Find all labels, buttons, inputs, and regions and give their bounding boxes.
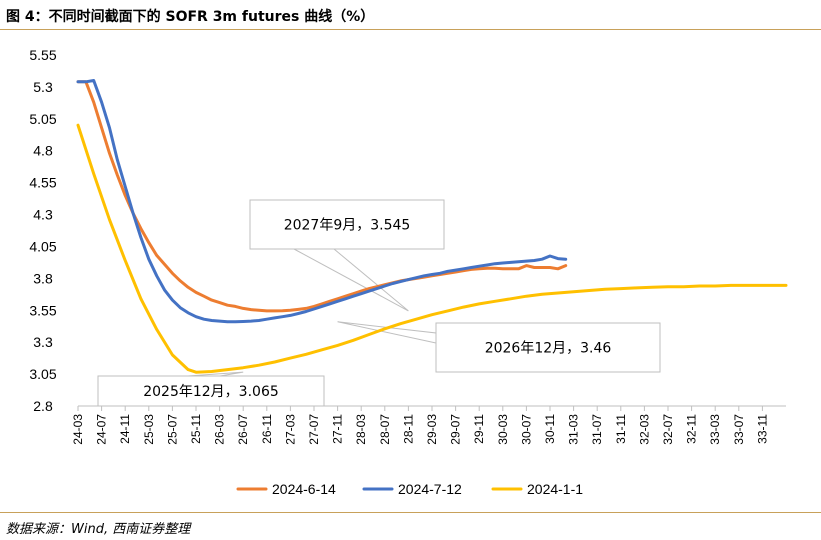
x-tick-label: 25-07 [165, 414, 179, 445]
x-tick-label: 27-07 [307, 414, 321, 445]
x-tick-label: 26-11 [260, 414, 274, 444]
x-tick-label: 31-03 [567, 414, 581, 445]
y-tick-label: 3.55 [29, 302, 56, 318]
x-tick-label: 24-03 [71, 414, 85, 445]
y-tick-label: 2.8 [33, 398, 53, 414]
x-tick-label: 28-03 [354, 414, 368, 445]
bottom-rule [0, 512, 821, 513]
callout-leader [293, 248, 409, 312]
x-tick-label: 27-11 [331, 414, 345, 444]
x-tick-label: 32-11 [685, 414, 699, 444]
x-tick-label: 26-03 [213, 414, 227, 445]
callout-box [249, 199, 445, 250]
y-tick-label: 5.3 [33, 79, 53, 95]
x-tick-label: 29-11 [472, 414, 486, 444]
x-tick-label: 25-11 [189, 414, 203, 444]
x-tick-label: 32-07 [661, 414, 675, 445]
x-tick-label: 31-07 [590, 414, 604, 445]
x-tick-label: 28-11 [401, 414, 415, 444]
callout-text: 2027年9月，3.545 [284, 218, 411, 234]
source-note: 数据来源：Wind, 西南证券整理 [6, 522, 191, 537]
x-tick-label: 30-11 [543, 414, 557, 444]
x-axis: 24-03 24-07 24-11 25-03 25-07 25-11 26-03 26-07… [71, 405, 786, 445]
y-tick-label: 3.8 [33, 270, 53, 286]
y-tick-label: 4.8 [33, 143, 53, 159]
figure-title: 图 4：不同时间截面下的 SOFR 3m futures 曲线（%） [6, 9, 375, 25]
callout-box [435, 322, 661, 373]
top-rule [0, 29, 821, 30]
x-tick-label: 30-07 [519, 414, 533, 445]
x-tick-label: 27-03 [283, 414, 297, 445]
x-tick-label: 24-11 [118, 414, 132, 444]
legend-label: 2024-7-12 [398, 481, 462, 497]
y-axis: 2.8 3.05 3.3 3.55 3.8 4.05 4.3 4.55 4.8 5.05 5.3 5.… [29, 47, 56, 414]
callout-text: 2025年12月，3.065 [143, 384, 279, 400]
legend-label: 2024-6-14 [272, 481, 336, 497]
callout-text: 2026年12月，3.46 [485, 341, 612, 357]
x-tick-label: 25-03 [142, 414, 156, 445]
y-tick-label: 4.55 [29, 175, 56, 191]
y-tick-label: 5.05 [29, 111, 56, 127]
legend-label: 2024-1-1 [527, 481, 583, 497]
x-tick-label: 33-03 [708, 414, 722, 445]
y-tick-label: 4.05 [29, 238, 56, 254]
series-line-2024-7-12 [76, 79, 568, 324]
x-tick-label: 33-11 [755, 414, 769, 444]
callout-box [97, 375, 325, 407]
x-tick-label: 31-11 [614, 414, 628, 444]
x-tick-label: 24-07 [95, 414, 109, 445]
x-tick-label: 28-07 [378, 414, 392, 445]
callouts: 2027年9月，3.545 2026年12月，3.46 2025年12月，3.065 [97, 199, 661, 407]
x-tick-label: 30-03 [496, 414, 510, 445]
series-line-2024-1-1 [76, 123, 788, 374]
legend: 2024-6-14 2024-7-12 2024-1-1 [236, 481, 583, 497]
y-tick-label: 5.55 [29, 47, 56, 63]
callout-leaders [187, 248, 437, 377]
x-tick-label: 33-07 [732, 414, 746, 445]
y-tick-label: 3.05 [29, 366, 56, 382]
series-lines [76, 79, 788, 374]
x-tick-label: 29-03 [425, 414, 439, 445]
y-tick-label: 4.3 [33, 207, 53, 223]
x-tick-label: 26-07 [236, 414, 250, 445]
x-tick-label: 29-07 [449, 414, 463, 445]
series-line-2024-6-14 [76, 80, 568, 313]
y-tick-label: 3.3 [33, 334, 53, 350]
x-tick-label: 32-03 [637, 414, 651, 445]
